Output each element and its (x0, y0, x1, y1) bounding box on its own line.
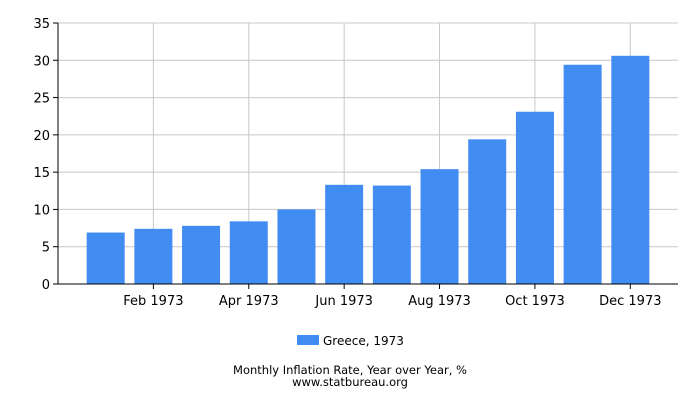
y-tick-label: 20 (33, 129, 50, 144)
axes (53, 22, 678, 289)
bar-dec-1973 (611, 55, 650, 284)
chart-title: Monthly Inflation Rate, Year over Year, … (233, 363, 467, 377)
bar-nov-1973 (563, 64, 602, 284)
x-tick-label: Jun 1973 (314, 294, 373, 309)
legend-swatch (297, 335, 319, 345)
y-tick-label: 5 (42, 241, 50, 256)
y-tick-label: 25 (33, 92, 50, 107)
x-tick-label: Oct 1973 (505, 294, 565, 309)
legend-label: Greece, 1973 (323, 334, 404, 348)
x-tick-label: Aug 1973 (408, 294, 471, 309)
legend: Greece, 1973 (297, 334, 404, 348)
bar-sep-1973 (468, 139, 507, 284)
bar-oct-1973 (515, 111, 554, 285)
bar-mar-1973 (182, 225, 221, 284)
y-tick-label: 10 (33, 203, 50, 218)
bar-aug-1973 (420, 169, 459, 284)
bars (86, 55, 650, 285)
x-tick-label: Feb 1973 (123, 294, 183, 309)
bar-jan-1973 (86, 232, 125, 284)
x-tick-label: Apr 1973 (219, 294, 279, 309)
x-axis-labels: Feb 1973 Apr 1973 Jun 1973 Aug 1973 Oct 1973… (123, 294, 661, 309)
source-url: www.statbureau.org (292, 375, 408, 389)
bar-jun-1973 (325, 184, 364, 284)
y-tick-label: 15 (33, 166, 50, 181)
bar-apr-1973 (229, 221, 268, 284)
y-tick-label: 0 (42, 278, 50, 293)
y-axis-labels: 0 5 10 15 20 25 30 35 (33, 17, 50, 293)
bar-feb-1973 (134, 228, 173, 284)
bar-jul-1973 (372, 185, 411, 284)
y-tick-label: 35 (33, 17, 50, 32)
y-tick-label: 30 (33, 54, 50, 69)
bar-may-1973 (277, 209, 316, 284)
x-tick-label: Dec 1973 (599, 294, 661, 309)
